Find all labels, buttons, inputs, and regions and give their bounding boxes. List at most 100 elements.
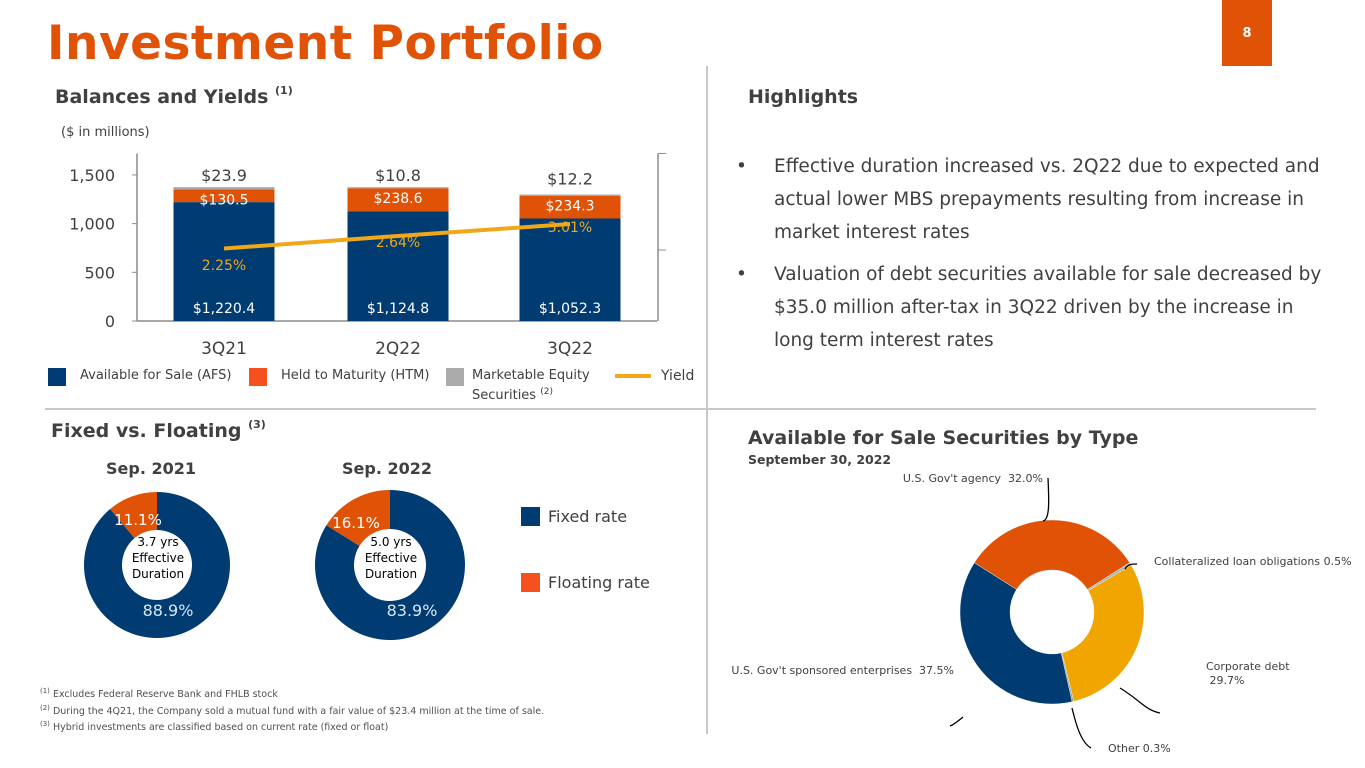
legend-item-htm: Held to Maturity (HTM) bbox=[249, 368, 429, 386]
legend-label-htm: Held to Maturity (HTM) bbox=[281, 368, 430, 383]
slice-u-s-gov-t-agency bbox=[974, 519, 1130, 590]
bar-label-afs: $1,220.4 bbox=[193, 301, 255, 317]
bar-label-htm: $234.3 bbox=[546, 199, 595, 215]
y-tick-label: 0 bbox=[105, 312, 115, 331]
legend-item-yield: Yield bbox=[615, 368, 694, 384]
footnote: (1) Excludes Federal Reserve Bank and FH… bbox=[40, 685, 544, 702]
balances-section-title: Balances and Yields (1) bbox=[55, 84, 293, 108]
legend-swatch-yield bbox=[615, 374, 651, 378]
slice-label-fixed: 83.9% bbox=[387, 601, 438, 620]
leader-line bbox=[949, 716, 964, 727]
highlights-title: Highlights bbox=[748, 86, 859, 108]
donut-title: Sep. 2022 bbox=[342, 459, 432, 478]
slice-floating-rate bbox=[110, 492, 157, 539]
balances-legend: Available for Sale (AFS) Held to Maturit… bbox=[48, 368, 708, 404]
footnote: (3) Hybrid investments are classified ba… bbox=[40, 718, 544, 735]
bar-label-htm: $130.5 bbox=[200, 192, 249, 208]
bar-label-equity: $10.8 bbox=[375, 166, 421, 185]
highlight-text: Valuation of debt securities available f… bbox=[774, 264, 1322, 351]
fixed-floating-donuts: Sep. 2021 11.1% 88.9% 3.7 yrs Effective Durat… bbox=[83, 459, 465, 640]
center-text: Duration bbox=[132, 567, 184, 581]
slice-corporate-debt bbox=[1061, 564, 1145, 702]
legend-label-afs: Available for Sale (AFS) bbox=[80, 368, 232, 383]
page-title: Investment Portfolio bbox=[47, 16, 604, 71]
legend-swatch-htm bbox=[249, 368, 267, 386]
footnote-num: (2) bbox=[40, 703, 50, 712]
bar-label-afs: $1,052.3 bbox=[539, 301, 601, 317]
legend-label-floating: Floating rate bbox=[548, 573, 650, 592]
slice-label-floating: 16.1% bbox=[332, 514, 380, 532]
footnotes: (1) Excludes Federal Reserve Bank and FH… bbox=[40, 685, 544, 735]
footnote-num: (1) bbox=[40, 687, 50, 695]
page-number-badge: 8 bbox=[1222, 0, 1272, 66]
x-tick-label: 3Q22 bbox=[547, 339, 593, 359]
balances-title-text: Balances and Yields bbox=[55, 86, 269, 108]
bar-marketable-equity-securities bbox=[173, 187, 275, 190]
bar-held-to-maturity-htm- bbox=[347, 188, 449, 212]
legend-swatch-fixed bbox=[521, 507, 540, 526]
bar-label-equity: $23.9 bbox=[201, 166, 247, 185]
balances-title-note: (1) bbox=[275, 84, 293, 97]
yield-label: 2.25% bbox=[202, 258, 246, 274]
page-number: 8 bbox=[1242, 25, 1252, 41]
y-tick-label: 1,000 bbox=[69, 215, 115, 234]
bar-marketable-equity-securities bbox=[347, 187, 449, 189]
highlights-list: • Effective duration increased vs. 2Q22 … bbox=[730, 150, 1330, 366]
legend-item-fixed: Fixed rate bbox=[521, 507, 627, 526]
center-text: Effective bbox=[132, 551, 184, 565]
donut-title: Sep. 2021 bbox=[106, 459, 196, 478]
legend-label-yield: Yield bbox=[661, 368, 695, 384]
leader-line bbox=[1119, 687, 1161, 714]
afs-type-subtitle: September 30, 2022 bbox=[748, 452, 892, 467]
footnote-num: (3) bbox=[40, 720, 50, 728]
footnote: (2) During the 4Q21, the Company sold a … bbox=[40, 702, 544, 719]
slice-label: 29.7% bbox=[1206, 674, 1244, 687]
bar-label-equity: $12.2 bbox=[547, 169, 593, 188]
center-text: 3.7 yrs bbox=[137, 535, 178, 549]
bar-held-to-maturity-htm- bbox=[173, 189, 275, 203]
center-text: 5.0 yrs bbox=[370, 535, 411, 549]
fixed-floating-title-text: Fixed vs. Floating bbox=[51, 420, 242, 442]
afs-type-title: Available for Sale Securities by Type bbox=[748, 427, 1139, 449]
x-tick-label: 3Q21 bbox=[201, 339, 247, 359]
legend-label-equity-text: Marketable Equity Securities bbox=[472, 368, 590, 403]
legend-label-equity: Marketable Equity Securities (2) bbox=[472, 368, 602, 404]
x-tick-label: 2Q22 bbox=[375, 339, 421, 359]
fixed-floating-title-note: (3) bbox=[248, 418, 266, 431]
bullet-icon: • bbox=[736, 156, 747, 177]
yield-label: 3.01% bbox=[548, 220, 592, 236]
y-tick-label: 1,500 bbox=[69, 166, 115, 185]
legend-item-afs: Available for Sale (AFS) bbox=[48, 368, 231, 386]
legend-swatch-floating bbox=[521, 573, 540, 592]
slice-label: U.S. Gov't sponsored enterprises 37.5% bbox=[731, 664, 954, 677]
slice-label: U.S. Gov't agency 32.0% bbox=[903, 472, 1043, 485]
bar-available-for-sale-afs- bbox=[173, 202, 275, 321]
highlight-text: Effective duration increased vs. 2Q22 du… bbox=[774, 156, 1320, 243]
slice-label-floating: 11.1% bbox=[114, 511, 162, 529]
footnote-text: Hybrid investments are classified based … bbox=[52, 722, 389, 733]
center-text: Effective bbox=[365, 551, 417, 565]
y-tick-label: 500 bbox=[84, 263, 115, 282]
units-label: ($ in millions) bbox=[61, 125, 150, 140]
slice-label: Collateralized loan obligations 0.5% bbox=[1154, 555, 1352, 568]
yield-label: 2.64% bbox=[376, 235, 420, 251]
horizontal-divider bbox=[45, 408, 1316, 410]
legend-label-equity-note: (2) bbox=[540, 387, 553, 397]
legend-item-equity: Marketable Equity Securities (2) bbox=[446, 368, 602, 404]
leader-line bbox=[1071, 707, 1092, 749]
bar-label-htm: $238.6 bbox=[374, 191, 423, 207]
legend-label-fixed: Fixed rate bbox=[548, 507, 628, 526]
highlight-item: • Effective duration increased vs. 2Q22 … bbox=[730, 150, 1330, 249]
slice-fixed-rate bbox=[314, 490, 465, 640]
highlight-item: • Valuation of debt securities available… bbox=[730, 258, 1330, 357]
slice-floating-rate bbox=[326, 490, 390, 546]
footnote-text: During the 4Q21, the Company sold a mutu… bbox=[52, 705, 545, 717]
slice-label-fixed: 88.9% bbox=[143, 601, 194, 620]
slice-u-s-gov-t-sponsored-enterprises bbox=[959, 562, 1073, 705]
legend-swatch-equity bbox=[446, 368, 464, 386]
leader-line bbox=[1124, 563, 1138, 570]
bar-label-afs: $1,124.8 bbox=[367, 301, 429, 317]
center-text: Duration bbox=[365, 567, 417, 581]
balances-bar-chart: 0 500 1,000 1,500 $1,220.4 $130.5 $23.9 3Q21 $1,… bbox=[69, 152, 666, 359]
fixed-floating-section-title: Fixed vs. Floating (3) bbox=[51, 418, 266, 442]
